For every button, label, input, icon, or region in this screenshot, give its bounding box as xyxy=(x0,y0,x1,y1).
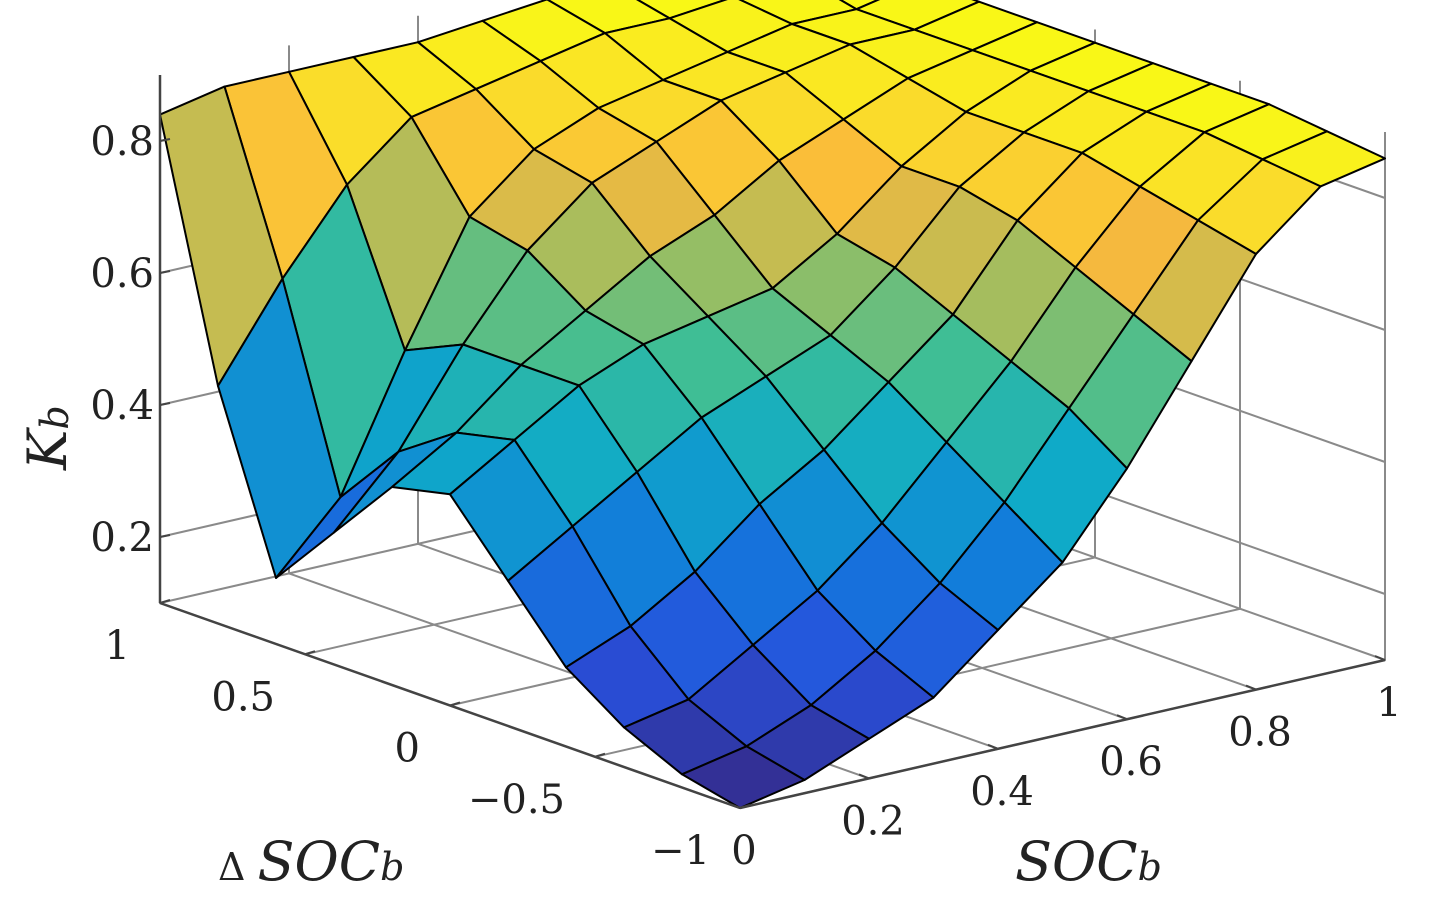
z-tick-label-3: 0.8 xyxy=(90,119,154,165)
y-tick-0 xyxy=(739,804,751,809)
surface-patch-0-0 xyxy=(681,745,806,809)
x-axis-line xyxy=(739,658,1386,810)
z-tick-0 xyxy=(159,534,171,538)
y-tick-2 xyxy=(449,701,461,707)
x-tick-4 xyxy=(1245,684,1257,691)
y-tick-label-1: −0.5 xyxy=(468,777,565,823)
y-tick-1 xyxy=(594,752,606,758)
z-axis-label: Kb xyxy=(16,405,79,471)
z-tick-label-0: 0.2 xyxy=(90,515,154,561)
y-tick-label-2: 0 xyxy=(395,726,420,772)
y-axis-label: Δ SOCb xyxy=(218,830,404,893)
surface-patch-9-8 xyxy=(838,0,881,11)
x-tick-label-4: 0.8 xyxy=(1228,710,1292,756)
x-tick-1 xyxy=(858,773,870,780)
y-tick-3 xyxy=(304,650,316,656)
x-tick-3 xyxy=(1116,714,1128,721)
z-tick-label-2: 0.6 xyxy=(90,251,154,297)
x-tick-label-1: 0.2 xyxy=(841,798,905,844)
x-tick-label-5: 1 xyxy=(1376,680,1401,726)
x-tick-label-3: 0.6 xyxy=(1099,739,1163,785)
z-tick-label-1: 0.4 xyxy=(90,383,154,429)
y-tick-label-4: 1 xyxy=(105,623,130,669)
z-tick-2 xyxy=(159,270,171,274)
z-tick-1 xyxy=(159,402,171,406)
y-tick-label-3: 0.5 xyxy=(211,674,275,720)
y-tick-4 xyxy=(159,599,171,604)
surface-plot xyxy=(159,0,1386,809)
z-tick-3 xyxy=(159,138,171,142)
x-tick-2 xyxy=(987,743,999,750)
tick-labels: 0.2 0.4 0.6 0.8 0 0.2 0.4 0.6 0.8 1 −1 −0.5 0 0.5 1 xyxy=(90,119,1401,874)
x-tick-label-0: 0 xyxy=(731,828,756,874)
x-tick-5 xyxy=(1374,655,1386,661)
x-tick-0 xyxy=(729,803,741,809)
x-axis-label: SOCb xyxy=(1015,830,1162,893)
y-tick-label-0: −1 xyxy=(651,828,710,874)
x-tick-label-2: 0.4 xyxy=(970,769,1034,815)
